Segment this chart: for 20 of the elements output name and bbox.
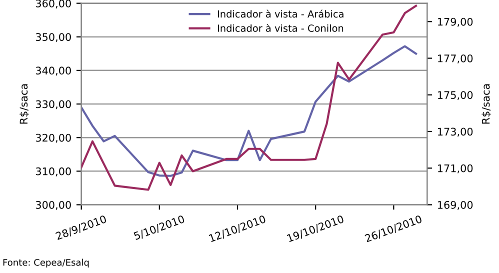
y-tick-label: 350,00 (36, 33, 71, 42)
y2-axis-title: R$/saca (482, 84, 492, 124)
line-series (81, 45, 418, 177)
line-series (81, 4, 418, 191)
y2-tick-label: 177,00 (438, 54, 473, 64)
y-axis-title: R$/saca (20, 84, 29, 124)
y-tick-label: 360,00 (36, 0, 71, 8)
y2-tick-label: 169,00 (438, 200, 473, 210)
y-tick-label: 310,00 (36, 167, 71, 176)
y-tick-label: 320,00 (36, 134, 71, 143)
source-note: Fonte: Cepea/Esalq (3, 258, 89, 268)
y2-tick-label: 173,00 (438, 128, 473, 137)
y2-tick-label: 171,00 (438, 164, 473, 174)
y2-tick-label: 175,00 (438, 91, 473, 100)
y-tick-label: 330,00 (36, 100, 71, 110)
y2-tick-label: 179,00 (438, 18, 473, 27)
legend-label: Indicador à vista - Arábica (218, 10, 344, 18)
y-tick-label: 340,00 (36, 66, 71, 76)
legend-label: Indicador à vista - Conilon (218, 24, 344, 32)
y-tick-label: 300,00 (36, 200, 71, 210)
